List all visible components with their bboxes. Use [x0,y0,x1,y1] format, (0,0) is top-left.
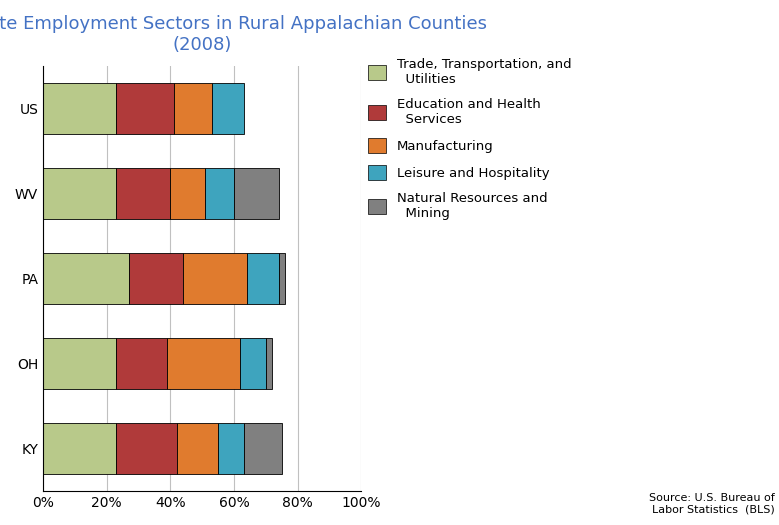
Bar [212,83,244,134]
Bar [116,338,167,389]
Legend: Trade, Transportation, and
  Utilities, Education and Health
  Services, Manufac: Trade, Transportation, and Utilities, Ed… [368,58,571,220]
Title: Top Private Employment Sectors in Rural Appalachian Counties
(2008): Top Private Employment Sectors in Rural … [0,15,487,54]
Bar [244,423,282,474]
Bar [116,83,174,134]
Bar [279,254,285,304]
Bar [174,83,212,134]
Bar [183,254,247,304]
Bar [177,423,218,474]
Bar [43,423,116,474]
Bar [206,169,234,219]
Bar [234,169,279,219]
Bar [43,83,116,134]
Bar [167,338,241,389]
Bar [241,338,266,389]
Bar [43,169,116,219]
Bar [171,169,206,219]
Bar [116,169,171,219]
Bar [116,423,177,474]
Bar [43,338,116,389]
Text: Source: U.S. Bureau of
Labor Statistics  (BLS): Source: U.S. Bureau of Labor Statistics … [650,493,775,514]
Bar [43,254,129,304]
Bar [218,423,244,474]
Bar [247,254,279,304]
Bar [266,338,272,389]
Bar [129,254,183,304]
